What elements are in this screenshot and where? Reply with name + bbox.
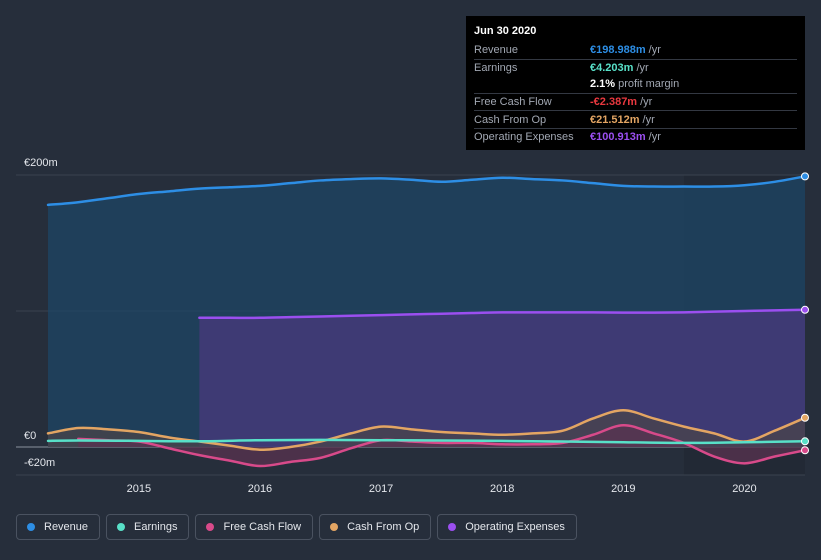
legend-label: Cash From Op <box>347 521 420 533</box>
tooltip-row-operating-expenses: Operating Expenses €100.913m /yr <box>474 127 797 146</box>
end-point-earnings <box>801 437 809 446</box>
tooltip-unit: /yr <box>648 131 661 144</box>
end-point-revenue <box>801 172 809 181</box>
x-tick-label: 2017 <box>369 483 393 495</box>
tooltip-unit: /yr <box>642 113 655 126</box>
line-earnings <box>46 438 807 445</box>
x-tick-label: 2016 <box>248 483 272 495</box>
tooltip: Jun 30 2020 Revenue €198.988m /yr Earnin… <box>466 16 805 150</box>
legend-label: Operating Expenses <box>465 521 565 533</box>
tooltip-label: Operating Expenses <box>474 131 574 144</box>
legend-label: Revenue <box>44 521 89 533</box>
legend-dot-icon <box>448 523 457 531</box>
legend-dot-icon <box>330 523 339 531</box>
end-point-cash-from-op <box>801 413 809 422</box>
line-cash-from-op <box>46 409 807 451</box>
legend-dot-icon <box>27 523 35 531</box>
tooltip-label: Cash From Op <box>474 113 547 126</box>
legend-item-earnings[interactable]: Earnings <box>106 514 190 540</box>
end-point-operating-expenses <box>801 305 809 314</box>
legend-label: Earnings <box>134 521 178 533</box>
tooltip-value: -€2.387m <box>590 96 638 109</box>
y-label-top: €200m <box>24 157 58 169</box>
area-operating-expenses <box>199 309 805 447</box>
x-tick-label: 2019 <box>611 483 635 495</box>
tooltip-row-earnings: Earnings €4.203m /yr <box>474 58 797 77</box>
tooltip-label: Revenue <box>474 44 519 57</box>
tooltip-date: Jun 30 2020 <box>474 25 537 37</box>
legend-dot-icon <box>117 523 126 531</box>
tooltip-unit: /yr <box>640 96 653 109</box>
x-tick-label: 2018 <box>490 483 514 495</box>
tooltip-row-revenue: Revenue €198.988m /yr <box>474 42 797 59</box>
legend-item-revenue[interactable]: Revenue <box>16 514 101 540</box>
tooltip-row-cash-from-op: Cash From Op €21.512m /yr <box>474 110 797 128</box>
x-tick-label: 2015 <box>127 483 151 495</box>
tooltip-value: €4.203m <box>590 61 634 74</box>
y-label-bottom: -€20m <box>24 457 55 469</box>
legend-item-cash-from-op[interactable]: Cash From Op <box>319 514 432 540</box>
tooltip-row-margin: 2.1% profit margin <box>474 76 797 93</box>
legend-label: Free Cash Flow <box>223 521 302 533</box>
line-revenue <box>46 175 807 207</box>
legend-item-operating-expenses[interactable]: Operating Expenses <box>437 514 577 540</box>
area-free-cash-flow <box>78 425 805 467</box>
x-tick-label: 2020 <box>732 483 756 495</box>
legend-item-free-cash-flow[interactable]: Free Cash Flow <box>195 514 314 540</box>
tooltip-value: €198.988m <box>590 44 646 57</box>
tooltip-unit: /yr <box>636 61 649 74</box>
profit-margin-value: 2.1% <box>590 78 616 91</box>
tooltip-unit: /yr <box>648 44 661 57</box>
line-operating-expenses <box>198 308 807 320</box>
legend: Revenue Earnings Free Cash Flow Cash Fro… <box>16 514 577 540</box>
tooltip-label: Earnings <box>474 61 518 74</box>
tooltip-value: €21.512m <box>590 113 640 126</box>
legend-dot-icon <box>206 523 215 531</box>
tooltip-value: €100.913m <box>590 131 646 144</box>
tooltip-label: Free Cash Flow <box>474 96 552 109</box>
tooltip-row-free-cash-flow: Free Cash Flow -€2.387m /yr <box>474 92 797 111</box>
y-label-zero: €0 <box>24 430 36 442</box>
end-point-free-cash-flow <box>801 446 809 455</box>
profit-margin-label: profit margin <box>618 78 680 91</box>
chart: €200m €0 -€20m 2015 2016 2017 2018 2019 2020 <box>16 157 809 495</box>
